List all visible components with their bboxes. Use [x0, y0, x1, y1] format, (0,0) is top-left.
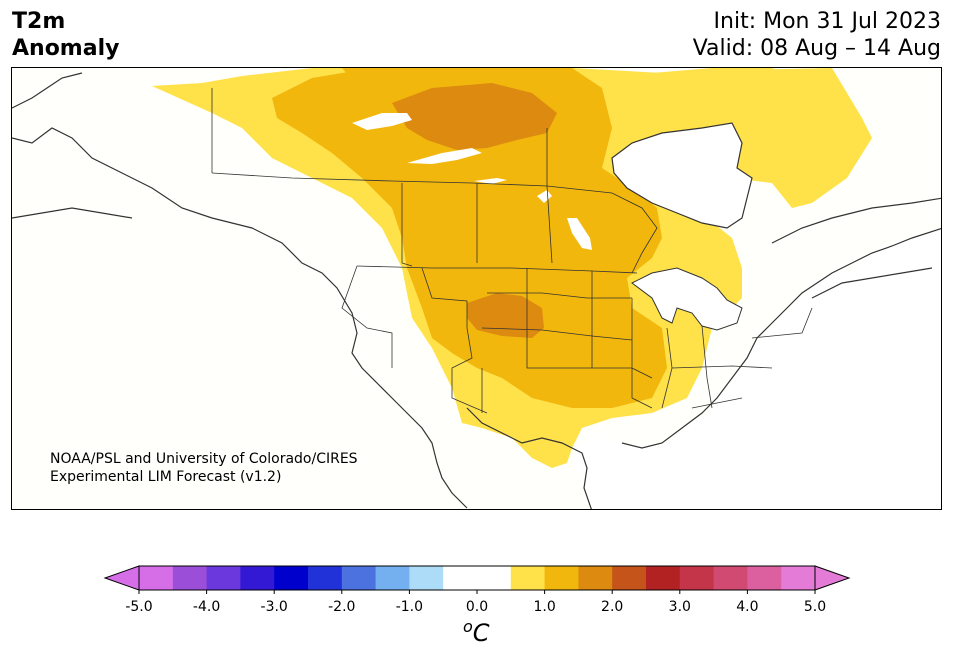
colorbar-over-arrow: [814, 565, 851, 591]
colorbar-segment: [679, 566, 715, 590]
colorbar-unit: oC: [463, 617, 490, 647]
colorbar-segment: [578, 566, 613, 590]
coastlines: [12, 72, 941, 509]
colorbar-segment: [713, 566, 748, 590]
unit-letter: C: [472, 619, 490, 647]
colorbar-tick-label: -1.0: [395, 599, 424, 615]
valid-date-label: Valid: 08 Aug – 14 Aug: [692, 36, 941, 61]
hudson-bay: [611, 122, 753, 229]
colorbar-tick-label: 4.0: [736, 599, 759, 615]
colorbar-tick-label: -4.0: [192, 599, 221, 615]
colorbar-segment: [206, 566, 241, 590]
small-lake-2: [537, 190, 552, 203]
credit-line-2: Experimental LIM Forecast (v1.2): [50, 469, 282, 485]
colorbar-segment: [139, 566, 174, 590]
colorbar-segment: [375, 566, 410, 590]
forecast-dates: Init: Mon 31 Jul 2023 Valid: 08 Aug – 14…: [693, 8, 941, 62]
colorbar-segment: [341, 566, 377, 590]
map-title: T2m Anomaly: [12, 8, 119, 62]
great-slave-lake: [407, 148, 482, 164]
colorbar-segment: [612, 566, 647, 590]
credit-line-1: NOAA/PSL and University of Colorado/CIRE…: [50, 451, 358, 467]
lake-athabasca: [352, 113, 412, 130]
colorbar-segment: [443, 566, 478, 590]
colorbar-tick-label: -5.0: [125, 599, 153, 615]
unit-degree-symbol: o: [463, 617, 473, 636]
colorbar-border: [138, 565, 816, 591]
colorbar-segment: [747, 566, 782, 590]
atlantic-ocean: [572, 228, 941, 509]
map-canvas: [12, 68, 941, 509]
colorbar-tick-label: -3.0: [260, 599, 288, 615]
colorbar-segment: [646, 566, 681, 590]
colorbar-tick-label: 0.0: [465, 599, 489, 615]
colorbar-tick-label: 3.0: [668, 599, 691, 615]
colorbar-segment: [409, 566, 444, 590]
colorbar-segment: [510, 566, 546, 590]
init-date-label: Init: Mon 31 Jul 2023: [713, 9, 941, 34]
colorbar-segment: [781, 566, 816, 590]
colorbar-tick-label: 1.0: [533, 599, 556, 615]
colorbar-tick-label: 2.0: [601, 599, 624, 615]
data-credit: NOAA/PSL and University of Colorado/CIRE…: [50, 450, 358, 486]
small-lake: [474, 178, 507, 184]
lake-winnipeg: [567, 218, 592, 250]
colorbar-segment: [544, 566, 579, 590]
anomaly-region-strong-central: [467, 293, 544, 338]
colorbar-segment: [240, 566, 275, 590]
colorbar-under-arrow: [103, 565, 140, 591]
colorbar-segment: [172, 566, 208, 590]
anomaly-region-strong-north: [392, 83, 557, 150]
colorbar-segment: [477, 566, 512, 590]
title-line-1: T2m: [12, 9, 66, 34]
anomaly-map: NOAA/PSL and University of Colorado/CIRE…: [11, 67, 942, 510]
colorbar-tick-label: 5.0: [803, 599, 827, 615]
colorbar-segment: [308, 566, 343, 590]
political-boundaries: [211, 88, 813, 414]
anomaly-region-medium-north: [342, 68, 432, 88]
colorbar-segment: [274, 566, 309, 590]
great-lakes: [631, 267, 743, 331]
colorbar-tick-label: -2.0: [328, 599, 356, 615]
anomaly-region-medium: [272, 68, 667, 408]
title-line-2: Anomaly: [12, 36, 120, 61]
